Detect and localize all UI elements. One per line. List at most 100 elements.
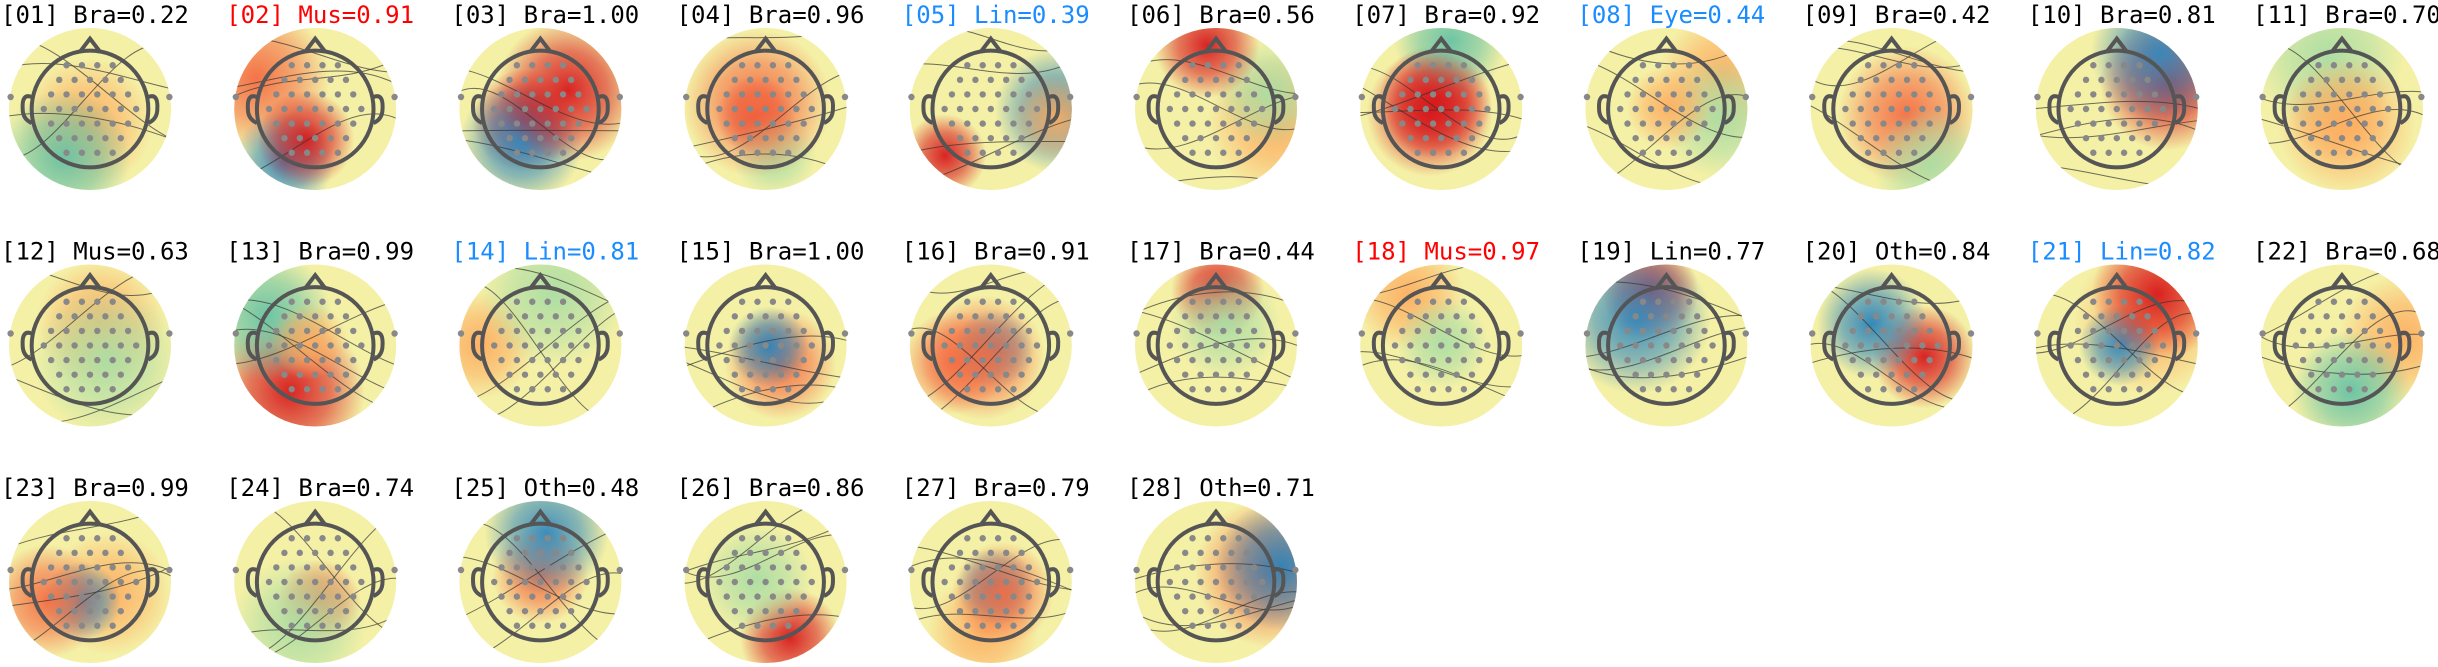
- electrode: [1173, 327, 1181, 335]
- electrode: [1002, 105, 1010, 113]
- electrode: [2308, 342, 2315, 349]
- electrode: [2159, 105, 2167, 113]
- electrode: [1873, 313, 1880, 320]
- head: [930, 285, 1052, 406]
- electrode: [731, 371, 739, 378]
- electrode: [2338, 105, 2346, 113]
- electrode: [1647, 342, 1655, 349]
- electrode: [303, 593, 311, 600]
- electrode: [1010, 149, 1017, 156]
- topomap: [1133, 28, 1299, 190]
- electrode: [498, 327, 505, 335]
- electrode: [1895, 149, 1903, 156]
- contour: [684, 72, 847, 158]
- electrode: [506, 134, 513, 142]
- electrode: [793, 76, 800, 84]
- head: [705, 285, 826, 406]
- electrode: [1460, 62, 1468, 69]
- component-title: [17] Bra=0.44: [1127, 238, 1315, 266]
- electrode: [2323, 313, 2330, 320]
- electrode: [1709, 105, 1716, 113]
- electrode: [1204, 298, 1212, 305]
- topomap: [457, 264, 623, 427]
- electrode: [1926, 91, 1933, 98]
- electrode: [94, 327, 101, 335]
- electrode: [762, 134, 769, 142]
- electrode: [1033, 342, 1041, 349]
- electrode: [529, 91, 536, 98]
- electrode: [1292, 566, 1299, 574]
- electrode: [1228, 313, 1235, 320]
- electrode: [972, 578, 979, 586]
- component-title: [28] Oth=0.71: [1127, 474, 1315, 502]
- electrode: [1197, 578, 1204, 586]
- electrode: [948, 120, 956, 127]
- component-title: [13] Bra=0.99: [226, 238, 414, 266]
- electrode: [583, 578, 590, 586]
- electrode: [1742, 330, 1749, 337]
- electrode: [506, 313, 513, 320]
- electrode: [327, 134, 334, 142]
- electrode: [63, 91, 70, 98]
- electrode: [537, 342, 544, 349]
- head: [930, 48, 1052, 170]
- electrode: [1880, 149, 1887, 156]
- electrode: [785, 91, 792, 98]
- component-title: [11] Bra=0.70: [2253, 1, 2438, 29]
- electrode: [1809, 93, 1816, 101]
- electrode: [78, 593, 86, 600]
- electrode: [2113, 371, 2120, 378]
- electrode: [1258, 342, 1266, 349]
- electrode: [2330, 149, 2338, 156]
- electrode: [1460, 327, 1468, 335]
- component-title: [12] Mus=0.63: [1, 238, 189, 266]
- ear: [2272, 94, 2285, 125]
- electrode: [491, 342, 498, 349]
- electrode: [1670, 356, 1677, 364]
- electrode: [559, 149, 567, 156]
- electrode: [785, 120, 792, 127]
- electrode: [1632, 342, 1639, 349]
- topomap-blob: [32, 286, 171, 427]
- electrode: [1468, 134, 1476, 142]
- electrode: [334, 593, 342, 600]
- electrode: [1663, 313, 1670, 320]
- contour: [459, 294, 622, 405]
- electrode: [1895, 298, 1903, 305]
- electrode: [273, 327, 280, 335]
- electrode: [1182, 313, 1189, 320]
- electrode: [1010, 593, 1017, 600]
- electrode: [567, 578, 575, 586]
- nose: [754, 508, 778, 526]
- ear: [147, 330, 160, 362]
- electrode: [513, 535, 521, 542]
- ear: [696, 567, 709, 598]
- electrode: [1864, 120, 1872, 127]
- electrode: [2098, 313, 2105, 320]
- electrode: [1903, 342, 1911, 349]
- electrode: [334, 62, 342, 69]
- nose: [528, 271, 552, 290]
- electrode: [1429, 120, 1437, 127]
- electrode: [769, 62, 777, 69]
- ear: [823, 94, 835, 125]
- electrode: [1133, 566, 1140, 574]
- head: [705, 48, 826, 170]
- electrode: [109, 622, 116, 629]
- electrode: [1189, 593, 1196, 600]
- electrode: [979, 91, 986, 98]
- electrode: [1243, 313, 1250, 320]
- electrode: [327, 313, 334, 320]
- electrode: [513, 564, 521, 571]
- electrode: [124, 91, 132, 98]
- electrode: [1685, 149, 1693, 156]
- electrode: [1476, 91, 1483, 98]
- ear: [1597, 94, 1609, 125]
- electrode: [1220, 564, 1227, 571]
- electrode: [319, 564, 326, 571]
- electrode: [1228, 105, 1235, 113]
- electrode: [738, 149, 746, 156]
- electrode: [987, 607, 994, 615]
- electrode: [1919, 76, 1926, 84]
- electrode: [1864, 62, 1872, 69]
